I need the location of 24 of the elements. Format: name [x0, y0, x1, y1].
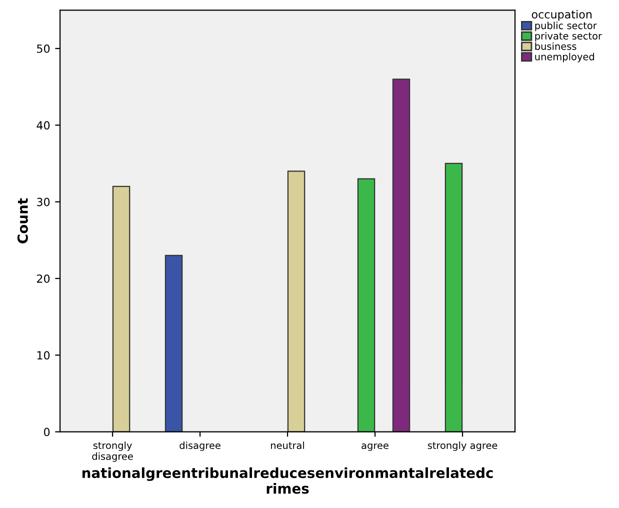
x-tick-label: agree	[362, 443, 388, 451]
bar	[392, 78, 410, 432]
y-tick-label: 30	[37, 198, 50, 206]
x-tick-label: neutral	[271, 442, 304, 450]
y-tick-label: 20	[36, 274, 50, 283]
legend-label: business	[535, 42, 576, 50]
bar	[112, 186, 130, 432]
x-tick-label: disagree	[180, 442, 220, 451]
y-tick-label: 50	[37, 44, 50, 53]
x-tick-label: strongly disagree	[92, 442, 133, 462]
legend-label: public sector	[535, 22, 597, 32]
x-axis-title: nationalgreentribunalreducesenvironmantalrelatedc rimes	[82, 467, 493, 494]
bar	[357, 178, 376, 432]
bar	[444, 162, 463, 432]
legend-label: unemployed	[535, 52, 594, 62]
y-axis-title: Count	[17, 198, 28, 244]
x-tick-label: strongly agree	[428, 442, 498, 451]
y-tick-label: 10	[37, 351, 50, 360]
y-tick-label: 0	[44, 428, 50, 436]
legend-label: private sector	[535, 32, 602, 42]
y-tick-label: 40	[36, 121, 50, 130]
bar	[164, 254, 183, 432]
legend-title: occupation	[532, 10, 592, 21]
bar	[287, 170, 306, 432]
